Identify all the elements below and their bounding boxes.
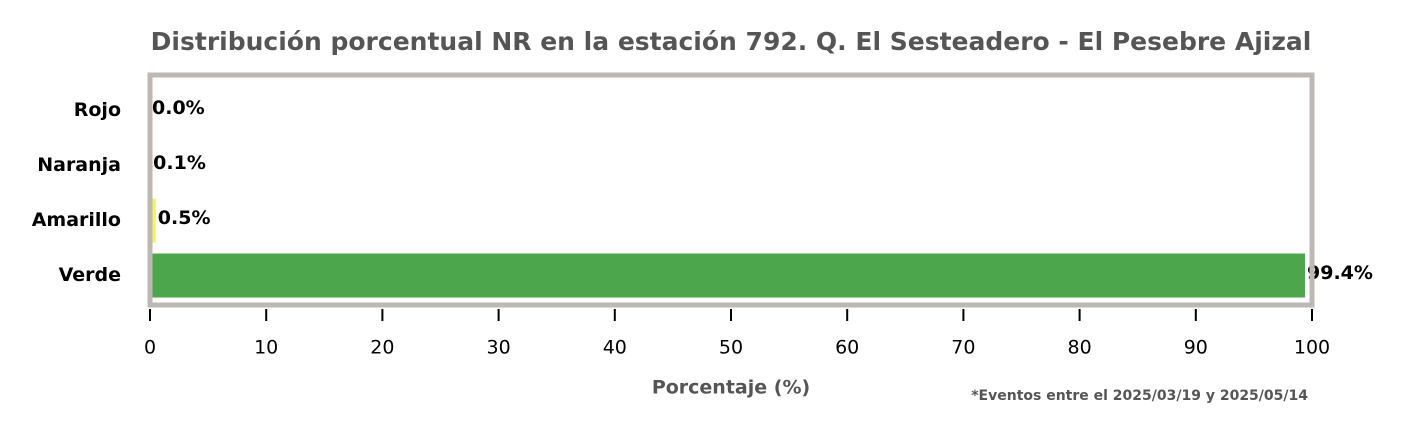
x-tick-label: 30	[487, 337, 511, 359]
x-tick-label: 40	[603, 337, 627, 359]
x-tick-label: 100	[1294, 337, 1330, 359]
y-tick-label: Verde	[59, 264, 121, 286]
y-tick-label: Naranja	[37, 154, 121, 176]
chart-title: Distribución porcentual NR en la estació…	[151, 27, 1312, 56]
x-tick-label: 70	[951, 337, 975, 359]
y-tick-label: Rojo	[74, 99, 121, 121]
bar	[150, 253, 1306, 298]
x-tick-label: 10	[254, 337, 278, 359]
x-tick-label: 60	[835, 337, 859, 359]
x-tick-label: 20	[370, 337, 394, 359]
bar	[150, 198, 156, 243]
value-label: 0.5%	[158, 207, 211, 229]
footnote: *Eventos entre el 2025/03/19 y 2025/05/1…	[971, 388, 1308, 404]
x-tick-label: 80	[1068, 337, 1092, 359]
plot-frame	[147, 72, 1315, 308]
x-tick-label: 90	[1184, 337, 1208, 359]
value-label: 0.0%	[152, 97, 205, 119]
x-tick-label: 0	[144, 337, 156, 359]
value-label: 0.1%	[153, 152, 206, 174]
y-tick-label: Amarillo	[32, 209, 121, 231]
x-axis-label: Porcentaje (%)	[652, 377, 810, 399]
x-tick-label: 50	[719, 337, 743, 359]
value-label: 99.4%	[1307, 262, 1373, 284]
